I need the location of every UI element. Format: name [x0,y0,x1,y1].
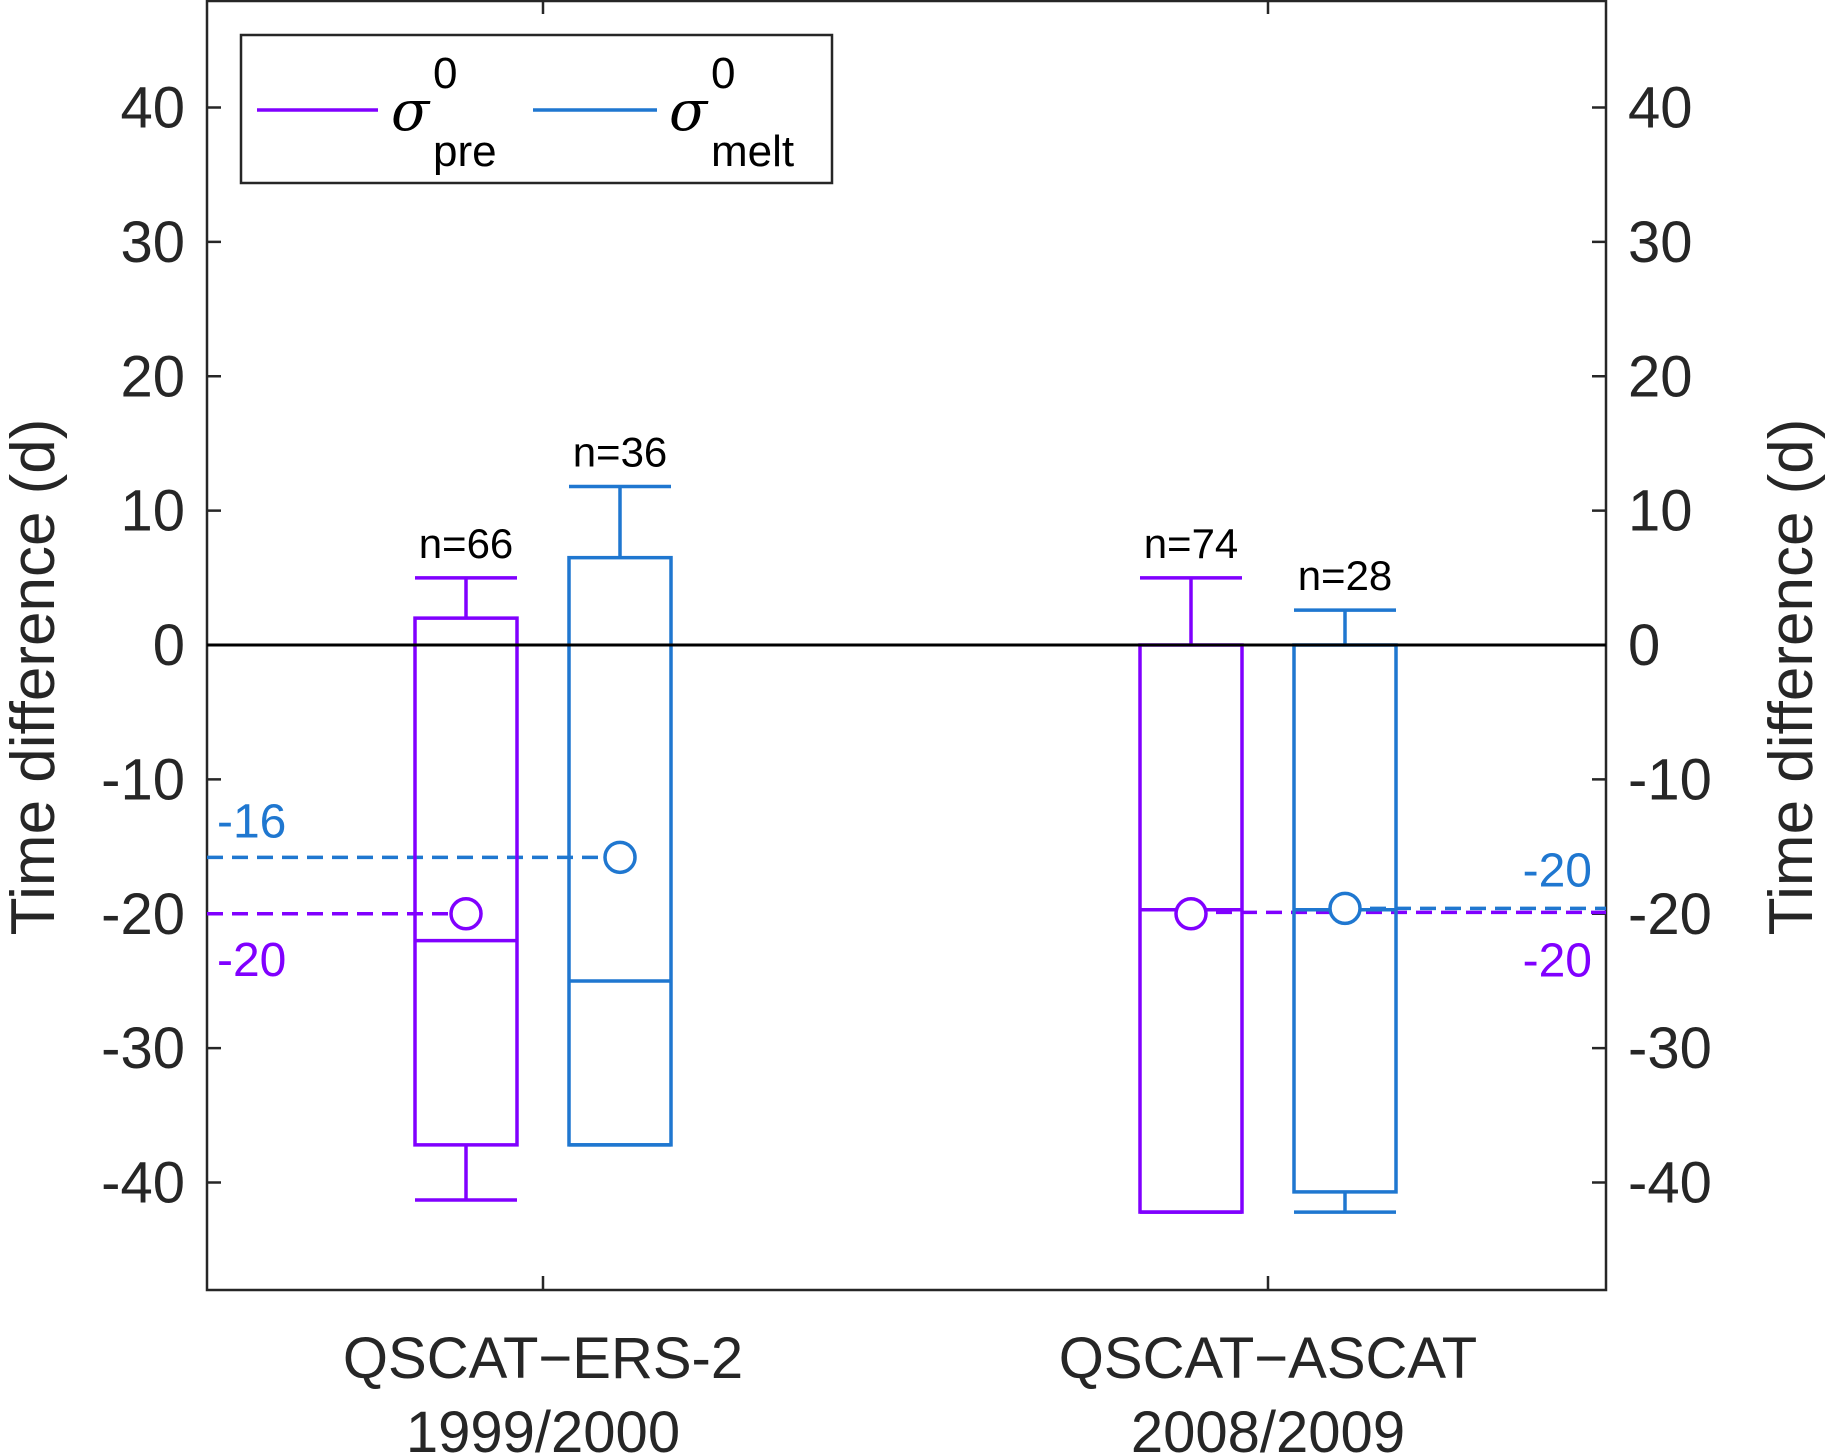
box-melt-1: n=28 [1292,552,1398,1214]
y-tick-label-left: 10 [120,479,185,544]
box-iqr [567,555,673,1147]
box-melt-0: n=36 [567,428,673,1147]
y-tick-label-right: -30 [1628,1016,1712,1081]
y-tick-label-left: 20 [120,344,185,409]
mean-marker [1328,891,1362,926]
x-category-label: QSCAT−ASCAT [1059,1326,1477,1391]
box-pre-0: n=66 [413,520,519,1202]
mean-marker [449,897,483,931]
y-tick-label-left: 40 [120,76,185,141]
legend-item-melt: σ0 melt [533,49,794,176]
x-category-label: QSCAT−ERS-2 [343,1326,743,1391]
n-count-label: n=74 [1144,520,1239,567]
mean-reference-label: -16 [217,795,286,848]
y-tick-label-right: 40 [1628,76,1693,141]
legend-item-pre: σ0 pre [257,49,497,176]
y-tick-label-right: 0 [1628,613,1660,678]
n-count-label: n=28 [1298,552,1393,599]
legend-subscript: pre [433,127,497,176]
y-axis-title-left: Time difference (d) [0,419,68,936]
y-tick-label-right: 10 [1628,479,1693,544]
y-tick-label-left: -30 [101,1016,185,1081]
y-tick-label-left: 0 [153,613,185,678]
mean-marker [603,840,637,875]
n-count-label: n=66 [419,520,514,567]
legend-superscript: 0 [433,49,457,98]
y-tick-label-right: -10 [1628,747,1712,812]
y-tick-label-left: -10 [101,747,185,812]
mean-marker [1174,897,1208,931]
x-category-sublabel: 1999/2000 [406,1400,680,1456]
y-tick-label-right: 20 [1628,344,1693,409]
y-tick-label-left: -40 [101,1151,185,1216]
legend-subscript: melt [711,127,794,176]
legend-symbol: σ [391,79,431,144]
y-tick-label-right: -40 [1628,1151,1712,1216]
y-axis-title-right: Time difference (d) [1757,419,1826,936]
y-tick-label-left: 30 [120,210,185,275]
n-count-label: n=36 [573,428,668,475]
y-tick-label-right: 30 [1628,210,1693,275]
box-pre-1: n=74 [1138,520,1244,1214]
mean-reference-label: -20 [1523,934,1592,987]
mean-reference-label: -20 [1523,844,1592,897]
mean-reference-label: -20 [217,934,286,987]
legend-superscript: 0 [711,49,735,98]
legend-symbol: σ [669,79,709,144]
y-tick-label-left: -20 [101,882,185,947]
y-tick-label-right: -20 [1628,882,1712,947]
box-iqr [413,616,519,1147]
x-category-sublabel: 2008/2009 [1131,1400,1405,1456]
